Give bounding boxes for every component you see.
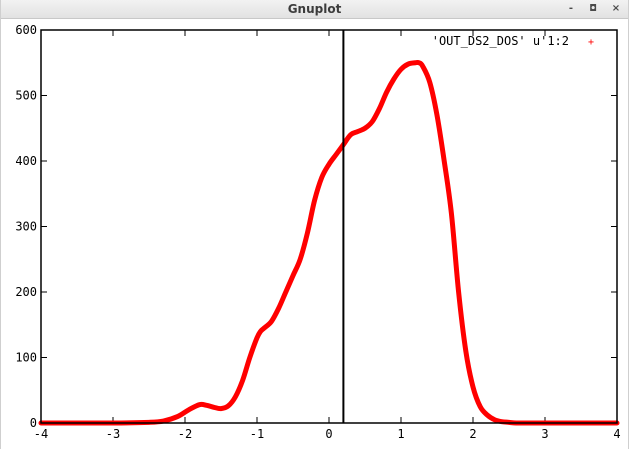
y-tick-label: 200	[15, 285, 37, 299]
x-tick-label: 2	[469, 427, 476, 441]
tick-labels: -4 -3 -2 -1 0 1 2 3 4 0 100 200 300 400 500 600	[15, 23, 620, 441]
plot-canvas: -4 -3 -2 -1 0 1 2 3 4 0 100 200 300 400 500 600 'OUT_DS…	[15, 23, 620, 441]
y-tick-label: 0	[30, 416, 37, 430]
series-line	[38, 59, 620, 426]
x-tick-label: -1	[250, 427, 264, 441]
y-tick-label: 400	[15, 154, 37, 168]
x-tick-label: -2	[178, 427, 192, 441]
legend-marker: +	[588, 37, 594, 48]
x-tick-label: -3	[106, 427, 120, 441]
minimize-button[interactable]: -	[568, 3, 574, 14]
legend-label: 'OUT_DS2_DOS' u'1:2	[432, 34, 569, 48]
y-tick-label: 600	[15, 23, 37, 37]
x-tick-label: 4	[613, 427, 620, 441]
title-bar[interactable]: Gnuplot - ◘ ×	[1, 0, 628, 19]
x-tick-label: 3	[541, 427, 548, 441]
axis-ticks	[40, 29, 618, 424]
y-tick-label: 300	[15, 220, 37, 234]
close-button[interactable]: ×	[611, 3, 621, 14]
plot-frame	[40, 29, 618, 424]
window-title: Gnuplot	[287, 2, 342, 16]
data-curve	[38, 59, 620, 426]
y-tick-label: 500	[15, 89, 37, 103]
legend: 'OUT_DS2_DOS' u'1:2 +	[432, 34, 594, 48]
x-tick-label: 1	[397, 427, 404, 441]
x-tick-label: 0	[325, 427, 332, 441]
x-tick-label: -4	[34, 427, 48, 441]
y-tick-label: 100	[15, 351, 37, 365]
maximize-button[interactable]: ◘	[589, 4, 597, 14]
